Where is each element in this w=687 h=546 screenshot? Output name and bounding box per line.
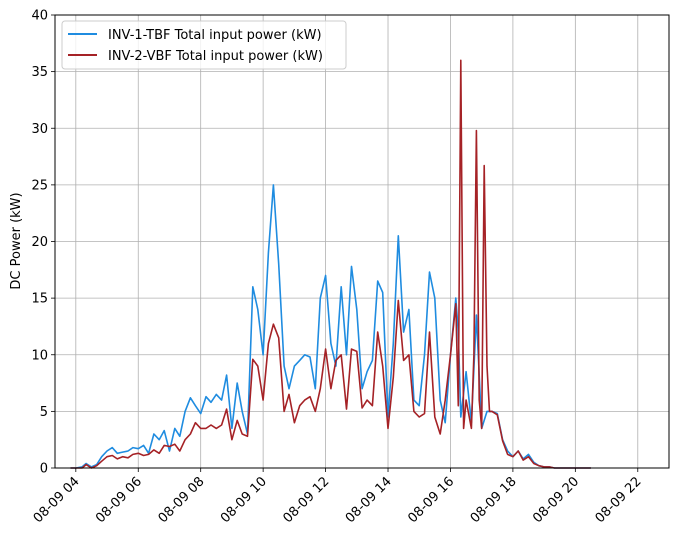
legend-label-inv2: INV-2-VBF Total input power (kW) xyxy=(108,49,323,64)
x-tick-label: 08-09 04 xyxy=(31,474,83,526)
x-tick-label: 08-09 10 xyxy=(218,474,270,526)
x-tick-label: 08-09 12 xyxy=(280,474,332,526)
y-tick-label: 0 xyxy=(40,462,48,477)
y-tick-label: 15 xyxy=(31,292,48,307)
y-tick-label: 25 xyxy=(31,178,48,193)
legend-box xyxy=(61,20,347,70)
y-tick-label: 35 xyxy=(31,65,48,80)
y-axis: 0 5 10 15 20 25 30 35 40 xyxy=(31,9,55,477)
x-tick-label: 08-09 06 xyxy=(93,474,145,526)
y-tick-label: 5 xyxy=(40,405,48,420)
y-axis-label: DC Power (kW) xyxy=(9,192,24,289)
y-tick-label: 30 xyxy=(31,122,48,137)
y-tick-label: 40 xyxy=(31,9,48,24)
series-lines xyxy=(70,59,591,469)
x-tick-label: 08-09 18 xyxy=(468,474,520,526)
x-tick-label: 08-09 08 xyxy=(156,474,208,526)
grid xyxy=(55,14,669,469)
x-axis: 08-09 04 08-09 06 08-09 08 08-09 10 08-09 12… xyxy=(31,468,645,526)
x-tick-label: 08-09 20 xyxy=(530,474,582,526)
legend-label-inv1: INV-1-TBF Total input power (kW) xyxy=(108,28,322,43)
y-tick-label: 20 xyxy=(31,235,48,250)
x-tick-label: 08-09 14 xyxy=(343,474,395,526)
y-tick-label: 10 xyxy=(31,348,48,363)
x-tick-label: 08-09 22 xyxy=(593,474,645,526)
series-line-2 xyxy=(70,59,591,469)
x-tick-label: 08-09 16 xyxy=(405,474,457,526)
legend: INV-1-TBF Total input power (kW) INV-2-V… xyxy=(61,20,347,70)
